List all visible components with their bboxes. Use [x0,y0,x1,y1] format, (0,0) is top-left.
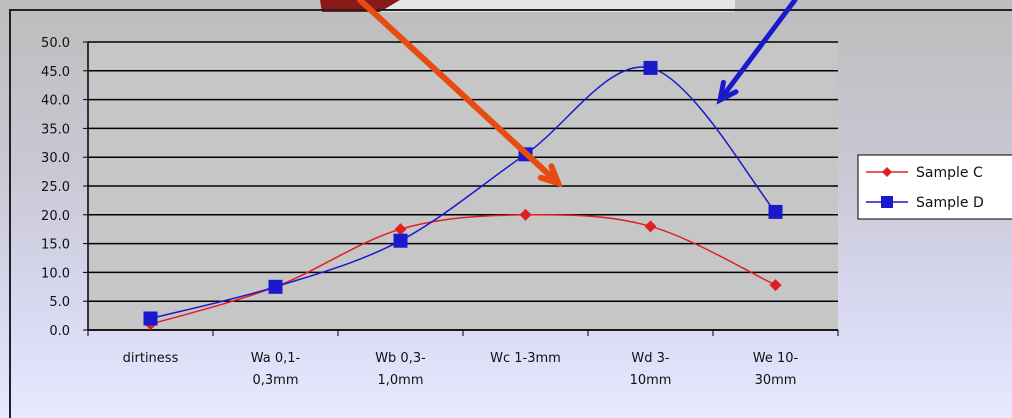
data-point [519,208,532,221]
data-point [393,233,408,248]
x-tick-label: dirtiness [123,351,179,366]
x-tick-label: Wa 0,1-0,3mm [251,351,301,388]
y-tick-label: 5.0 [49,295,70,310]
orange-arrow [357,0,564,188]
blue-arrow [716,0,798,105]
y-tick-label: 15.0 [41,238,70,253]
y-tick-label: 40.0 [41,94,70,109]
y-tick-label: 10.0 [41,266,70,281]
legend-label: Sample D [916,195,984,211]
x-tick-label: Wc 1-3mm [490,351,561,366]
data-point [644,220,657,233]
y-tick-label: 30.0 [41,151,70,166]
arrow-shaft [717,0,798,103]
y-tick-label: 0.0 [49,324,70,339]
legend-marker [881,196,893,208]
series-group [143,60,783,331]
legend-marker [882,167,892,177]
data-point [268,279,283,294]
y-tick-label: 45.0 [41,65,70,80]
legend-label: Sample C [916,165,983,181]
x-tick-label: Wb 0,3-1,0mm [375,351,426,388]
data-point [769,279,782,292]
chart-frame [9,9,1012,418]
legend-box [857,154,1012,220]
arrow-head [716,79,739,105]
axes: 0.0 5.0 10.0 15.0 20.0 25.0 30.0 35.0 40.0 45.0 50… [41,36,839,388]
grid-lines [88,41,838,331]
data-point [143,311,158,326]
y-tick-label: 35.0 [41,122,70,137]
arrow-head [537,163,564,188]
data-point [768,204,783,219]
y-tick-label: 50.0 [41,36,70,51]
x-tick-label: Wd 3-10mm [630,351,672,388]
series-line [150,213,776,325]
y-tick-label: 25.0 [41,180,70,195]
data-point [643,60,658,75]
annotation-arrows [357,0,798,188]
legend: Sample C Sample D [857,154,1012,220]
arrow-shaft [357,0,561,186]
x-tick-label: We 10-30mm [753,351,799,388]
y-tick-label: 20.0 [41,209,70,224]
data-point [394,223,407,236]
